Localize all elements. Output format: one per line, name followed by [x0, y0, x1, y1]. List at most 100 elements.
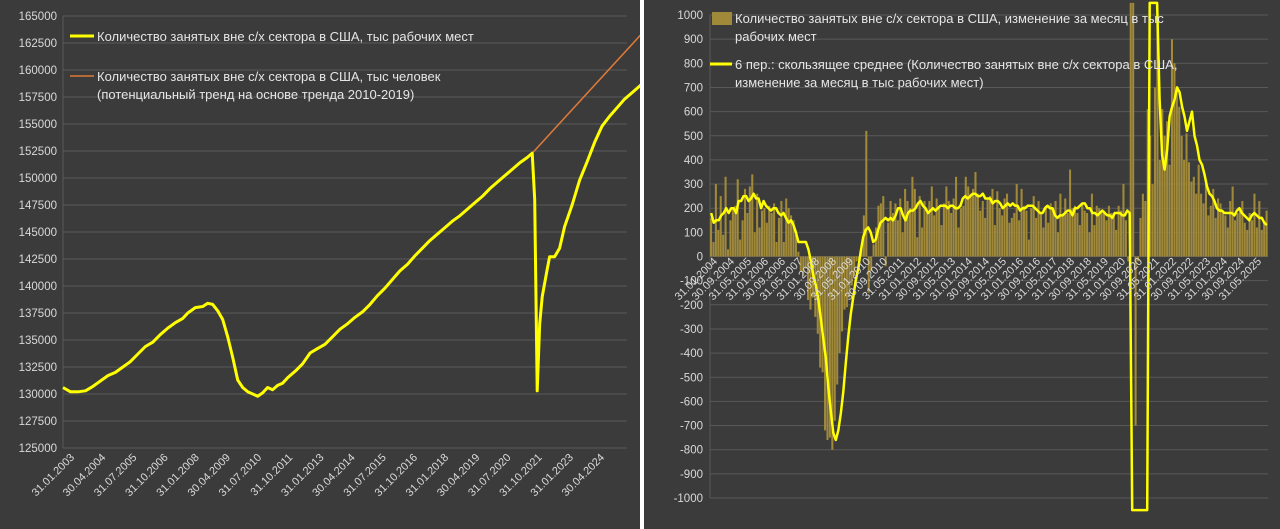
bar [865, 130, 868, 257]
bar [908, 208, 911, 257]
bar [787, 208, 790, 257]
bar [1221, 210, 1224, 257]
bar [1013, 213, 1016, 257]
bar [979, 210, 982, 257]
bar [1153, 87, 1157, 257]
bar [1076, 213, 1079, 257]
bar [1052, 210, 1055, 257]
y-tick-label: 300 [684, 179, 703, 191]
bar [1001, 215, 1004, 257]
y-tick-label: -200 [680, 300, 703, 312]
bar [753, 232, 756, 257]
bar [1231, 186, 1234, 257]
y-tick-label: 142500 [19, 254, 57, 266]
bar [1081, 203, 1084, 257]
bar [1136, 256, 1140, 262]
bar [748, 186, 751, 257]
bar [1032, 196, 1035, 257]
bar [986, 198, 989, 257]
bar [1214, 217, 1217, 257]
bar [775, 242, 778, 257]
bar [906, 201, 909, 257]
bar [1258, 201, 1261, 257]
bar [882, 196, 885, 257]
bar [918, 196, 921, 257]
bar [921, 227, 924, 257]
legend-label-bars-cont: рабочих мест [735, 29, 817, 44]
bar [1018, 220, 1021, 257]
bar [1197, 164, 1200, 257]
bar [1219, 203, 1222, 257]
bar [1141, 193, 1144, 257]
bar [1030, 208, 1033, 257]
bar [765, 222, 768, 257]
y-tick-label: -300 [680, 324, 703, 336]
y-tick-label: 140000 [19, 281, 57, 293]
y-tick-label: 800 [684, 58, 703, 70]
y-tick-label: -600 [680, 396, 703, 408]
y-tick-label: 157500 [19, 92, 57, 104]
bar [770, 213, 773, 257]
bar [843, 256, 846, 310]
employment-level-chart: 125000 127500 130000 132500 135000 137500 1400… [19, 11, 640, 499]
bar [1117, 205, 1120, 257]
right-legend: Количество занятых вне с/х сектора в США… [710, 11, 1177, 90]
bar [1224, 215, 1227, 257]
bar [1083, 210, 1086, 257]
bar [724, 176, 727, 257]
bar [964, 176, 967, 257]
bar [763, 208, 766, 257]
bar [952, 198, 955, 257]
y-tick-label: -1000 [674, 493, 703, 505]
bar [1107, 205, 1110, 257]
bar [719, 196, 722, 257]
bar [1251, 220, 1254, 257]
bar [1185, 133, 1188, 257]
bar [889, 201, 892, 257]
left-legend: Количество занятых вне с/х сектора в США… [70, 29, 474, 102]
bar [1088, 232, 1091, 257]
legend-label-trend-note: (потенциальный тренд на основе тренда 20… [97, 87, 414, 102]
bar [962, 205, 965, 257]
bar [1260, 229, 1263, 257]
bar [1212, 188, 1215, 257]
bar [1195, 193, 1198, 257]
bar [972, 188, 975, 257]
left-chart-panel: 125000 127500 130000 132500 135000 137500 1400… [0, 0, 640, 529]
bar [797, 251, 800, 257]
bar [916, 237, 919, 257]
y-tick-label: 900 [684, 34, 703, 46]
right-x-axis-ticks: 31.01.200430.09.200431.05.200531.01.2006… [673, 256, 1264, 303]
bar [1183, 159, 1186, 257]
bar [991, 188, 994, 257]
right-chart-panel: -1000 -900 -800 -700 -600 -500 -400 -300 -200 -10… [644, 0, 1280, 529]
y-tick-label: -800 [680, 445, 703, 457]
bar [1054, 201, 1057, 257]
bar [717, 229, 720, 257]
bar [1098, 208, 1101, 257]
y-tick-label: 165000 [19, 11, 57, 23]
bar [743, 188, 747, 257]
bar [870, 256, 873, 271]
bar [1056, 232, 1059, 257]
bar [741, 220, 744, 257]
bar [1139, 217, 1142, 257]
bar [993, 225, 996, 257]
bar [1168, 164, 1171, 257]
bar [1078, 225, 1081, 257]
bar [1255, 227, 1258, 257]
bar [845, 256, 848, 308]
bar [928, 201, 931, 257]
bar [773, 203, 776, 257]
bar [794, 234, 797, 257]
bar [1248, 213, 1251, 257]
bar [1200, 193, 1203, 257]
bar [930, 186, 933, 257]
y-tick-label: 160000 [19, 65, 57, 77]
bar [729, 220, 732, 257]
bar [1003, 198, 1006, 257]
bar [945, 186, 948, 257]
bar [1241, 201, 1244, 257]
bar [1103, 210, 1106, 257]
employment-line [62, 83, 640, 398]
